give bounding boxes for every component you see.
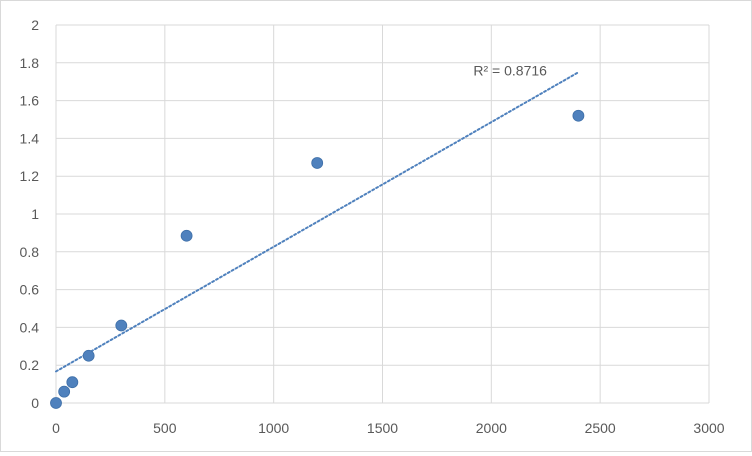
y-tick-label: 0.8 [20,244,40,260]
y-tick-label: 2 [31,17,39,33]
gridlines [56,24,710,403]
r-squared-label: R² = 0.8716 [473,62,547,78]
tick-labels: 0 0.2 0.4 0.6 0.8 1 1.2 1.4 1.6 1.8 2 0 500 1000 1500 2… [20,17,725,436]
data-points [50,109,585,409]
data-point [50,397,62,409]
y-tick-label: 0.4 [20,319,40,335]
y-tick-label: 1.6 [20,93,40,109]
data-point [572,109,585,122]
axes [55,25,709,404]
data-point [180,229,193,242]
x-tick-label: 3000 [693,420,724,436]
y-tick-label: 0 [31,395,39,411]
x-tick-label: 500 [153,420,177,436]
x-tick-label: 1500 [367,420,398,436]
data-point [311,157,324,169]
y-tick-label: 1 [31,206,39,222]
y-tick-label: 1.4 [20,130,40,146]
trendline-layer: R² = 0.8716 [55,62,580,373]
data-point [82,349,95,362]
y-tick-label: 1.8 [20,55,40,71]
y-tick-label: 1.2 [20,168,40,184]
y-tick-label: 0.6 [20,282,40,298]
x-tick-label: 1000 [258,420,289,436]
x-tick-label: 2000 [476,420,507,436]
x-tick-label: 2500 [585,420,616,436]
data-point [66,376,79,389]
data-point [58,385,71,398]
y-tick-label: 0.2 [20,357,40,373]
data-point [115,319,128,332]
x-tick-label: 0 [52,420,60,436]
trendline [55,71,580,373]
